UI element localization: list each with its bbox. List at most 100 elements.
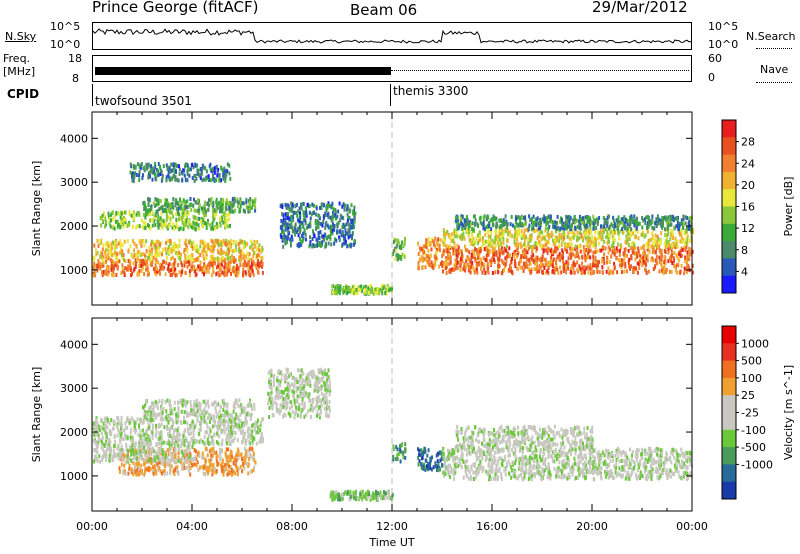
data-cell [204, 243, 207, 248]
data-cell [515, 233, 518, 238]
data-cell [147, 175, 150, 180]
data-cell [186, 249, 189, 254]
data-cell [484, 258, 487, 262]
data-cell [111, 264, 113, 269]
data-cell [573, 270, 576, 275]
data-cell [178, 243, 181, 248]
data-cell [476, 250, 479, 254]
data-cell [618, 236, 621, 241]
data-cell [118, 438, 121, 443]
data-cell [426, 254, 429, 258]
data-cell [679, 249, 682, 254]
data-cell [126, 267, 129, 272]
data-cell [217, 243, 220, 248]
data-cell [160, 206, 163, 211]
data-cell [180, 215, 183, 220]
data-cell [654, 238, 657, 243]
data-cell [474, 269, 477, 274]
data-cell [144, 254, 147, 259]
data-cell [173, 262, 176, 267]
data-cell [553, 270, 556, 275]
data-cell [239, 238, 242, 243]
data-cell [178, 217, 181, 221]
data-cell [391, 285, 393, 290]
data-cell [227, 424, 230, 429]
data-cell [286, 235, 289, 240]
data-cell [433, 254, 436, 259]
data-cell [482, 256, 485, 261]
data-cell [504, 220, 507, 225]
data-cell [293, 210, 295, 215]
data-cell [167, 438, 170, 443]
data-cell [253, 241, 256, 246]
data-cell [587, 244, 590, 249]
data-cell [193, 425, 196, 430]
data-cell [130, 252, 133, 257]
data-cell [154, 173, 157, 177]
data-cell [336, 222, 339, 227]
data-cell [94, 420, 96, 425]
data-cell [128, 421, 131, 426]
data-cell [200, 170, 203, 175]
data-cell [513, 237, 516, 242]
data-cell [341, 242, 344, 247]
data-cell [634, 257, 637, 262]
data-cell [92, 421, 95, 426]
data-cell [587, 234, 590, 239]
data-cell [462, 267, 465, 271]
data-cell [508, 246, 511, 251]
data-cell [145, 262, 148, 267]
data-cell [343, 287, 345, 292]
data-cell [376, 291, 379, 296]
data-cell [646, 244, 649, 249]
data-cell [676, 224, 679, 229]
data-cell [226, 269, 229, 273]
data-cell [157, 214, 160, 219]
data-cell [213, 216, 216, 221]
data-cell [565, 266, 567, 271]
data-cell [565, 214, 568, 219]
data-cell [197, 208, 200, 213]
data-cell [173, 174, 176, 178]
data-cell [674, 264, 676, 269]
data-cell [452, 251, 455, 256]
data-cell [202, 455, 205, 460]
data-cell [648, 215, 651, 220]
data-cell [197, 216, 200, 221]
data-cell [506, 221, 509, 226]
data-cell [375, 287, 378, 292]
data-cell [166, 226, 169, 231]
data-cell [174, 447, 177, 452]
data-cell [133, 173, 136, 178]
data-cell [659, 221, 662, 226]
data-cell [209, 259, 212, 264]
data-cell [658, 245, 661, 250]
data-cell [524, 265, 527, 269]
data-cell [258, 264, 260, 269]
data-cell [655, 239, 658, 244]
data-cell [661, 216, 664, 221]
data-cell [164, 207, 167, 212]
data-cell [598, 231, 601, 236]
data-cell [313, 232, 315, 237]
data-cell [623, 247, 626, 252]
data-cell [625, 241, 628, 245]
data-cell [95, 427, 98, 432]
data-cell [147, 252, 150, 256]
beam-title: Beam 06 [350, 1, 418, 19]
data-cell [520, 254, 523, 259]
data-cell [425, 258, 428, 263]
data-cell [149, 262, 152, 266]
data-cell [486, 262, 489, 267]
data-cell [521, 265, 524, 270]
data-cell [138, 272, 141, 277]
data-cell [551, 262, 554, 266]
data-cell [527, 241, 530, 246]
data-cell [203, 418, 206, 423]
data-cell [560, 243, 563, 248]
data-cell [302, 201, 305, 206]
data-cell [477, 256, 480, 261]
data-cell [188, 273, 191, 278]
data-cell [551, 268, 554, 273]
data-cell [119, 239, 122, 244]
